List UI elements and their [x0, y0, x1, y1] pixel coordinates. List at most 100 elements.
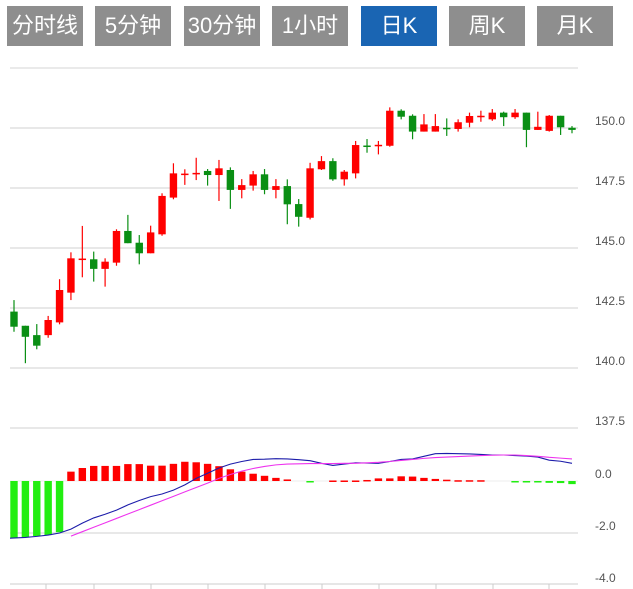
- candle: [306, 162, 314, 220]
- macd-panel: [9, 452, 576, 539]
- macd-bar: [158, 465, 166, 481]
- candle: [477, 110, 485, 122]
- price-tick-label: 142.5: [595, 294, 625, 308]
- tab-weekly-k[interactable]: 周K: [449, 6, 525, 46]
- macd-bar: [420, 477, 428, 481]
- macd-bar: [124, 464, 132, 481]
- candle-body: [397, 110, 405, 117]
- candle: [317, 156, 326, 170]
- candle: [534, 111, 542, 130]
- candle-body: [420, 124, 428, 132]
- candles: [10, 107, 576, 364]
- macd-bar: [443, 479, 451, 482]
- macd-bar: [146, 465, 155, 481]
- macd-bar: [33, 481, 41, 537]
- tab-daily-k[interactable]: 日K: [361, 6, 437, 46]
- candle: [192, 157, 200, 181]
- candle: [454, 119, 462, 132]
- candle-body: [101, 261, 109, 269]
- macd-bar: [90, 465, 98, 481]
- candle-body: [329, 161, 337, 180]
- macd-bar: [363, 479, 371, 482]
- tab-monthly-k[interactable]: 月K: [537, 6, 613, 46]
- candle-body: [146, 232, 155, 254]
- tab-5min[interactable]: 5分钟: [95, 6, 171, 46]
- dea-line: [70, 454, 573, 537]
- candle: [90, 251, 98, 282]
- candle: [294, 199, 303, 227]
- candle: [488, 109, 496, 121]
- candle: [124, 214, 132, 244]
- candle-body: [317, 161, 326, 170]
- tab-intraday[interactable]: 分时线: [7, 6, 83, 46]
- candle-body: [534, 126, 542, 130]
- candle: [522, 112, 531, 148]
- candle: [556, 115, 565, 135]
- candle-body: [158, 195, 166, 235]
- price-tick-label: 150.0: [595, 114, 625, 128]
- price-tick-label: 140.0: [595, 354, 625, 368]
- tab-1hour[interactable]: 1小时: [272, 6, 348, 46]
- candle: [44, 315, 52, 338]
- macd-bar: [272, 477, 280, 481]
- candle: [420, 114, 428, 132]
- macd-bar: [181, 461, 189, 481]
- macd-bar: [192, 462, 200, 481]
- candle-body: [431, 126, 440, 132]
- candle-body: [408, 115, 417, 132]
- candle-body: [488, 112, 496, 120]
- candle: [21, 325, 30, 364]
- candle: [135, 235, 143, 265]
- candle-body: [556, 115, 565, 128]
- macd-tick-label: -4.0: [595, 571, 616, 585]
- candle-body: [283, 186, 292, 205]
- candle-body: [340, 171, 348, 180]
- candle-body: [181, 173, 189, 176]
- candle-body: [374, 144, 383, 147]
- candle-body: [249, 174, 257, 186]
- candle: [215, 159, 223, 201]
- macd-bar: [44, 481, 52, 536]
- macd-bar: [67, 471, 75, 481]
- macd-bar: [21, 481, 30, 538]
- tab-30min[interactable]: 30分钟: [184, 6, 260, 46]
- candle: [329, 158, 337, 181]
- candle-body: [454, 122, 462, 129]
- candle: [283, 179, 292, 225]
- macd-bar: [545, 481, 553, 483]
- macd-bar: [260, 475, 269, 481]
- macd-bar: [169, 463, 178, 481]
- macd-bar: [351, 480, 360, 482]
- candle-body: [465, 116, 474, 123]
- candle: [203, 169, 212, 186]
- candle-body: [78, 258, 87, 261]
- candle: [465, 112, 474, 128]
- candle: [545, 115, 553, 132]
- candle-body: [55, 290, 64, 323]
- candle-body: [568, 127, 576, 130]
- candle-body: [351, 145, 360, 174]
- candle-body: [272, 186, 280, 190]
- macd-bar: [386, 478, 394, 481]
- candle-body: [260, 174, 269, 190]
- candle-body: [499, 112, 508, 118]
- macd-tick-label: -2.0: [595, 519, 616, 533]
- candle-body: [203, 170, 212, 176]
- candle: [397, 109, 405, 120]
- macd-bar: [249, 473, 257, 481]
- macd-bar: [101, 465, 109, 481]
- macd-bar: [340, 480, 348, 482]
- candle-body: [294, 204, 303, 217]
- macd-bar: [477, 480, 485, 482]
- candle-body: [511, 112, 519, 118]
- candle: [146, 225, 155, 254]
- candle: [101, 258, 109, 287]
- macd-bar: [226, 469, 235, 481]
- price-tick-label: 145.0: [595, 234, 625, 248]
- macd-bar: [397, 476, 405, 481]
- macd-bar: [465, 480, 474, 482]
- candle: [272, 179, 280, 199]
- candle-body: [112, 230, 121, 263]
- price-tick-label: 137.5: [595, 414, 625, 428]
